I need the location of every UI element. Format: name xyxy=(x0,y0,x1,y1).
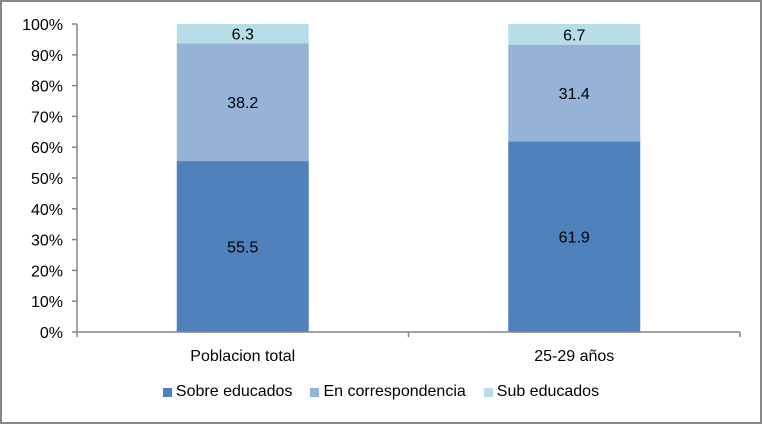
y-tick-label: 40% xyxy=(31,202,63,219)
legend-label: Sobre educados xyxy=(175,383,293,400)
y-tick-label: 20% xyxy=(31,263,63,280)
legend-item-sobre-educados: Sobre educados xyxy=(162,383,293,401)
data-label: 6.3 xyxy=(232,27,254,44)
legend-swatch xyxy=(310,387,320,397)
y-tick-label: 70% xyxy=(31,109,63,126)
legend-item-en-correspondencia: En correspondencia xyxy=(310,383,466,401)
legend-item-sub-educados: Sub educados xyxy=(483,383,600,401)
bar-segment xyxy=(508,24,641,45)
y-tick-label: 90% xyxy=(31,48,63,65)
legend-swatch xyxy=(162,387,172,397)
data-label: 61.9 xyxy=(559,230,590,247)
bar-segment xyxy=(176,161,309,332)
x-tick-label: 25-29 años xyxy=(534,348,614,365)
bar-segment xyxy=(176,43,309,162)
bar-segment xyxy=(508,44,641,142)
legend-label: Sub educados xyxy=(496,383,600,400)
y-tick-label: 30% xyxy=(31,233,63,250)
y-tick-label: 10% xyxy=(31,294,63,311)
bar-segment xyxy=(176,24,309,44)
data-label: 6.7 xyxy=(563,27,585,44)
legend-swatch xyxy=(483,387,493,397)
data-label: 31.4 xyxy=(559,86,590,103)
x-tick-label: Poblacion total xyxy=(190,348,295,365)
data-label: 38.2 xyxy=(227,95,258,112)
y-tick-label: 0% xyxy=(40,325,63,342)
legend-label: En correspondencia xyxy=(323,383,466,400)
y-tick-label: 60% xyxy=(31,140,63,157)
legend: Sobre educados En correspondencia Sub ed… xyxy=(0,383,762,401)
y-tick-label: 50% xyxy=(31,171,63,188)
bar-segment xyxy=(508,141,641,332)
y-tick-label: 80% xyxy=(31,79,63,96)
data-label: 55.5 xyxy=(227,240,258,257)
y-tick-label: 100% xyxy=(22,17,63,34)
